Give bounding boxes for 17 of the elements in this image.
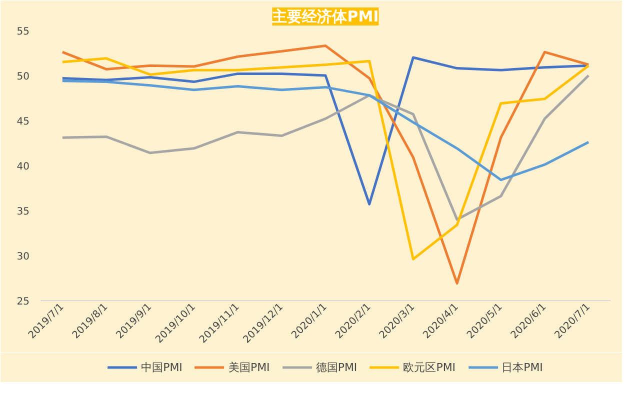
line-series: [61, 74, 590, 221]
legend-label: 美国PMI: [228, 360, 270, 374]
line-series: [61, 80, 590, 182]
y-tick-label: 40: [16, 162, 30, 172]
y-tick-label: 35: [16, 206, 30, 218]
y-tick-label: 50: [16, 72, 30, 82]
legend-label: 德国PMI: [316, 360, 358, 374]
line-series: [61, 44, 590, 285]
legend-label: 日本PMI: [502, 360, 543, 374]
y-tick-label: 25: [16, 296, 30, 308]
y-tick-label: 30: [16, 252, 30, 262]
legend-label: 欧元区PMI: [403, 360, 456, 374]
y-tick-label: 45: [16, 116, 30, 128]
y-tick-label: 55: [16, 26, 30, 38]
legend-label: 中国PMI: [141, 360, 182, 374]
chart-title: 主要经济体PMI: [271, 8, 379, 26]
line-series: [61, 57, 590, 260]
